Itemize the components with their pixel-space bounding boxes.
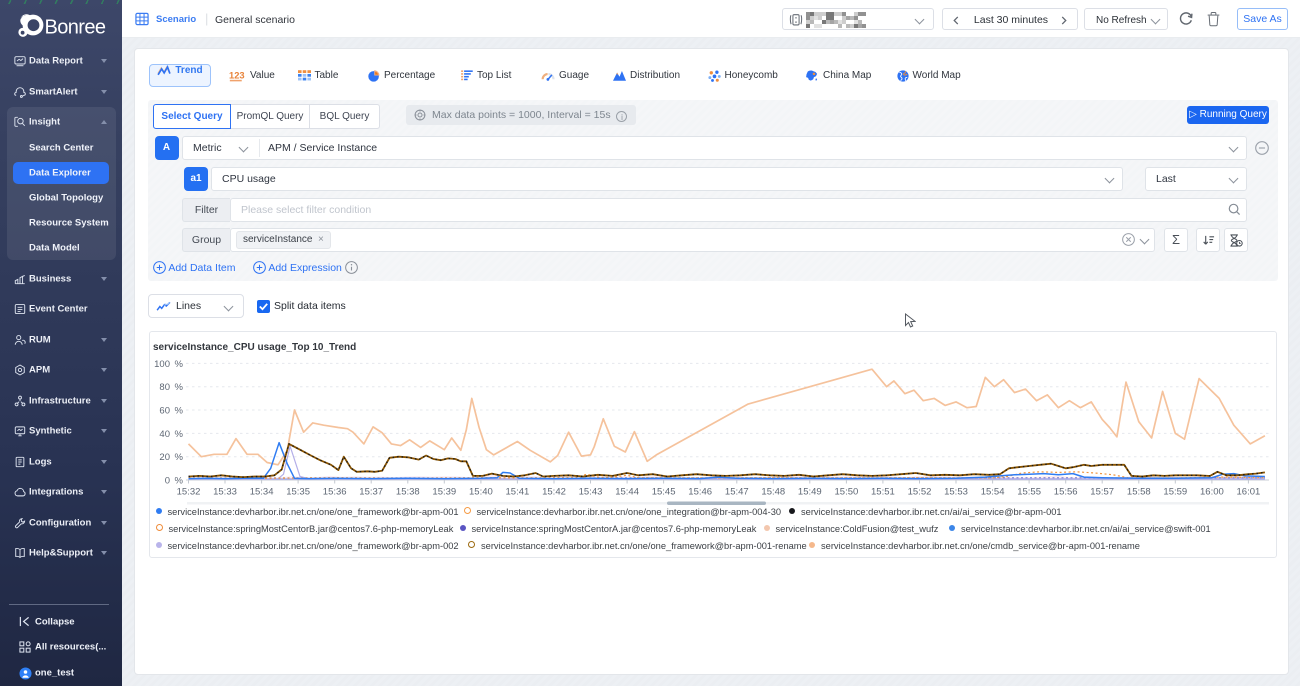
svg-text:15:32: 15:32 (177, 487, 201, 498)
svg-text:15:44: 15:44 (615, 487, 639, 498)
svg-text:15:46: 15:46 (688, 487, 712, 498)
svg-text:Bonree: Bonree (45, 17, 106, 39)
svg-text:123: 123 (229, 70, 245, 80)
svg-text:15:48: 15:48 (761, 487, 785, 498)
svg-text:16:01: 16:01 (1237, 487, 1261, 498)
svg-text:15:51: 15:51 (871, 487, 895, 498)
svg-text:15:45: 15:45 (652, 487, 676, 498)
svg-text:%: % (175, 429, 184, 440)
svg-text:15:59: 15:59 (1163, 487, 1187, 498)
svg-text:15:33: 15:33 (213, 487, 237, 498)
svg-text:15:39: 15:39 (432, 487, 456, 498)
svg-text:%: % (175, 359, 184, 370)
svg-text:15:40: 15:40 (469, 487, 493, 498)
svg-text:15:34: 15:34 (250, 487, 274, 498)
svg-text:%: % (175, 476, 184, 487)
svg-text:15:57: 15:57 (1090, 487, 1114, 498)
svg-text:15:54: 15:54 (981, 487, 1005, 498)
svg-text:15:47: 15:47 (725, 487, 749, 498)
svg-text:15:49: 15:49 (798, 487, 822, 498)
svg-text:15:53: 15:53 (944, 487, 968, 498)
svg-text:15:56: 15:56 (1054, 487, 1078, 498)
svg-text:15:35: 15:35 (286, 487, 310, 498)
svg-text:0: 0 (165, 476, 170, 487)
svg-text:15:42: 15:42 (542, 487, 566, 498)
svg-text:60: 60 (159, 406, 170, 417)
svg-text:15:55: 15:55 (1017, 487, 1041, 498)
svg-text:15:38: 15:38 (396, 487, 420, 498)
svg-text:100: 100 (154, 359, 170, 370)
svg-text:16:00: 16:00 (1200, 487, 1224, 498)
svg-text:15:50: 15:50 (835, 487, 859, 498)
svg-text:15:52: 15:52 (908, 487, 932, 498)
svg-text:15:43: 15:43 (579, 487, 603, 498)
svg-text:80: 80 (159, 382, 170, 393)
svg-text:serviceInstance_CPU usage_Top: serviceInstance_CPU usage_Top 10_Trend (153, 342, 356, 353)
svg-text:15:36: 15:36 (323, 487, 347, 498)
svg-text:%: % (175, 406, 184, 417)
svg-text:40: 40 (159, 429, 170, 440)
svg-text:15:37: 15:37 (359, 487, 383, 498)
svg-text:20: 20 (159, 452, 170, 463)
svg-text:15:41: 15:41 (506, 487, 530, 498)
svg-text:%: % (175, 452, 184, 463)
svg-text:%: % (175, 382, 184, 393)
svg-text:15:58: 15:58 (1127, 487, 1151, 498)
